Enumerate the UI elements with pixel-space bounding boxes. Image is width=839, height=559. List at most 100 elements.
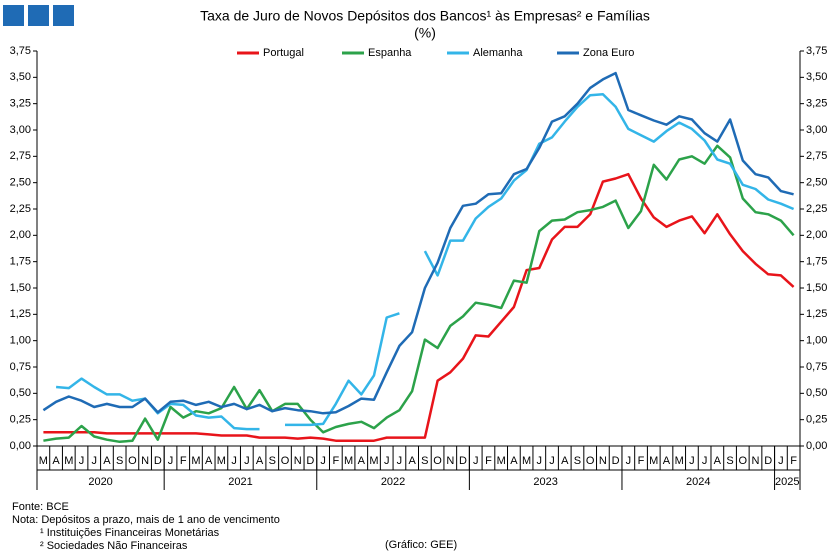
y-tick-label: 2,00 [10,229,31,241]
x-tick-label: D [612,455,620,467]
legend-label: Espanha [368,47,412,59]
x-tick-label: A [256,455,264,467]
x-tick-label: J [91,455,97,467]
note: ² Sociedades Não Financeiras [40,540,188,552]
y2-tick-label: 2,25 [806,203,827,215]
series-line [42,71,794,415]
x-tick-label: M [64,455,73,467]
legend-label: Zona Euro [583,47,634,59]
y-tick-label: 3,50 [10,71,31,83]
y2-tick-label: 1,75 [806,256,827,268]
x-tick-label: D [306,455,314,467]
x-tick-label: F [180,455,187,467]
series-line [43,144,795,444]
logo-square [3,5,24,26]
y-tick-label: 2,75 [10,150,31,162]
legend-label: Portugal [263,47,304,59]
series-line [43,172,795,442]
x-tick-label: N [294,455,302,467]
x-tick-label: M [522,455,531,467]
y2-tick-label: 3,75 [806,45,827,57]
y-tick-label: 2,50 [10,177,31,189]
x-tick-label: M [497,455,506,467]
x-tick-label: D [154,455,162,467]
x-tick-label: S [574,455,581,467]
y2-tick-label: 1,25 [806,308,827,320]
y-tick-label: 1,50 [10,282,31,294]
year-label: 2021 [228,476,252,488]
logo-square [53,5,74,26]
x-tick-label: J [320,455,326,467]
legend-label: Alemanha [473,47,523,59]
y2-tick-label: 2,00 [806,229,827,241]
chart-title: Taxa de Juro de Novos Depósitos dos Banc… [200,8,650,24]
y-tick-label: 2,25 [10,203,31,215]
x-tick-label: S [421,455,428,467]
x-tick-label: A [103,455,111,467]
x-tick-label: O [128,455,137,467]
x-tick-label: M [191,455,200,467]
x-tick-label: A [358,455,366,467]
x-tick-label: O [738,455,747,467]
y-tick-label: 1,00 [10,335,31,347]
x-tick-label: S [726,455,733,467]
x-tick-label: S [116,455,123,467]
y-tick-label: 3,75 [10,45,31,57]
x-tick-label: A [52,455,60,467]
x-tick-label: J [384,455,390,467]
x-tick-label: F [638,455,645,467]
x-tick-label: A [663,455,671,467]
logo-square [28,5,49,26]
year-label: 2024 [686,476,710,488]
x-tick-label: J [626,455,632,467]
x-tick-label: J [702,455,708,467]
x-tick-label: S [269,455,276,467]
y2-tick-label: 0,25 [806,414,827,426]
year-label: 2022 [381,476,405,488]
y-tick-label: 1,25 [10,308,31,320]
x-tick-label: N [446,455,454,467]
x-tick-label: M [649,455,658,467]
y2-tick-label: 3,50 [806,71,827,83]
y2-tick-label: 1,00 [806,335,827,347]
x-tick-label: J [549,455,555,467]
x-tick-label: F [790,455,797,467]
series-line [55,92,795,431]
x-tick-label: F [485,455,492,467]
note: Fonte: BCE [12,501,69,513]
y2-tick-label: 3,25 [806,98,827,110]
y-tick-label: 0,00 [10,440,31,452]
x-tick-label: N [141,455,149,467]
x-tick-label: J [537,455,543,467]
x-tick-label: M [369,455,378,467]
x-tick-label: F [332,455,339,467]
y-tick-label: 3,00 [10,124,31,136]
x-tick-label: O [586,455,595,467]
y-tick-label: 0,25 [10,414,31,426]
x-tick-label: J [231,455,237,467]
y2-tick-label: 3,00 [806,124,827,136]
x-tick-label: J [79,455,85,467]
x-tick-label: A [510,455,518,467]
year-label: 2025 [775,476,799,488]
x-tick-label: A [408,455,416,467]
x-tick-label: D [459,455,467,467]
y2-tick-label: 0,75 [806,361,827,373]
x-tick-label: O [281,455,290,467]
note: ¹ Instituições Financeiras Monetárias [40,527,220,539]
x-tick-label: A [714,455,722,467]
chart-subtitle: (%) [414,25,436,41]
y-tick-label: 3,25 [10,98,31,110]
x-tick-label: N [599,455,607,467]
x-tick-label: J [778,455,784,467]
x-tick-label: N [752,455,760,467]
x-tick-label: J [397,455,403,467]
x-tick-label: A [205,455,213,467]
x-tick-label: M [675,455,684,467]
y2-tick-label: 1,50 [806,282,827,294]
y2-tick-label: 2,75 [806,150,827,162]
note: Nota: Depósitos a prazo, mais de 1 ano d… [12,514,280,526]
x-tick-label: J [244,455,250,467]
y2-tick-label: 0,00 [806,440,827,452]
x-tick-label: A [561,455,569,467]
